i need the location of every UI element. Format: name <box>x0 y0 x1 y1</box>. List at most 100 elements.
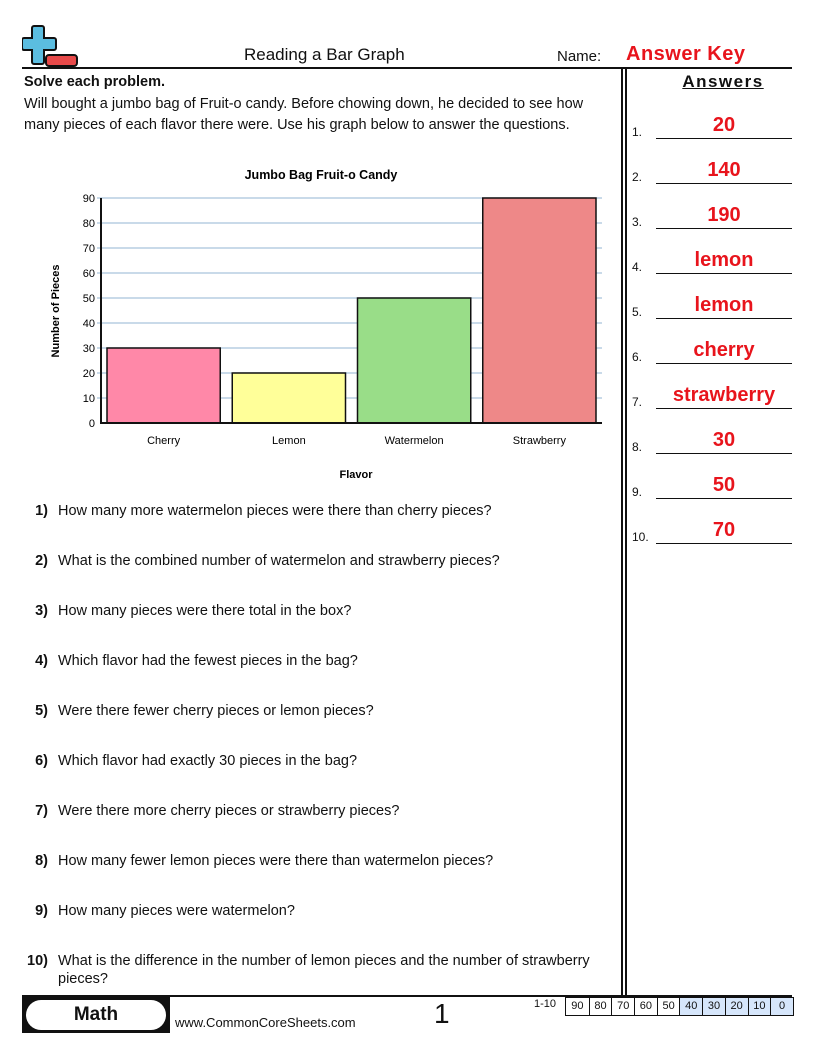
answer-value: cherry <box>693 339 755 361</box>
answer-row-5: 5. lemon <box>632 289 792 319</box>
bar-chart: Jumbo Bag Fruit-o Candy 0 10 20 30 40 50 60 70 8… <box>50 168 602 481</box>
score-cell: 80 <box>588 998 612 1015</box>
answer-line <box>656 543 792 544</box>
question-number: 7) <box>35 803 48 819</box>
score-cell: 50 <box>656 998 680 1015</box>
x-tick-label: Cherry <box>147 435 181 447</box>
answer-number: 3. <box>632 215 643 229</box>
answer-row-2: 2. 140 <box>632 154 792 184</box>
question-text: What is the difference in the number of … <box>58 953 590 987</box>
answer-row-10: 10. 70 <box>632 514 792 544</box>
question-number: 9) <box>35 903 48 919</box>
answer-value: 50 <box>712 474 736 496</box>
y-tick-label: 30 <box>83 343 95 355</box>
question-text: Which flavor had exactly 30 pieces in th… <box>58 753 358 769</box>
answer-value: 70 <box>712 519 736 541</box>
y-tick-label: 90 <box>83 193 95 205</box>
answer-number: 9. <box>632 485 643 499</box>
answer-number: 4. <box>632 260 643 274</box>
question-number: 3) <box>35 603 48 619</box>
y-tick-label: 40 <box>83 318 95 330</box>
answer-number: 6. <box>632 350 643 364</box>
question-text: How many pieces were there total in the … <box>58 603 352 619</box>
answer-value: strawberry <box>672 384 776 406</box>
question-text: What is the combined number of watermelo… <box>58 553 500 569</box>
score-cell: 30 <box>702 998 725 1015</box>
y-tick-label: 0 <box>89 418 95 430</box>
question-7: 7) Were there more cherry pieces or straw… <box>22 802 612 820</box>
question-text: How many fewer lemon pieces were there t… <box>58 853 494 869</box>
subject-badge: Math <box>22 997 170 1033</box>
question-text: Were there fewer cherry pieces or lemon … <box>58 703 374 719</box>
answer-line <box>656 138 792 139</box>
y-tick-label: 60 <box>83 268 95 280</box>
chart-title: Jumbo Bag Fruit-o Candy <box>245 168 398 182</box>
y-tick-label: 80 <box>83 218 95 230</box>
score-cell: 10 <box>747 998 771 1015</box>
answer-row-1: 1. 20 <box>632 109 792 139</box>
answer-row-4: 4. lemon <box>632 244 792 274</box>
logo-plus-minus-icon <box>22 25 78 67</box>
answer-value: 30 <box>712 429 736 451</box>
score-cell: 90 <box>571 1000 584 1012</box>
subject-label: Math <box>26 1000 166 1030</box>
score-cell: 0 <box>770 998 793 1015</box>
name-value: Answer Key <box>626 43 746 65</box>
name-label: Name: <box>557 48 602 65</box>
y-tick-label: 70 <box>83 243 95 255</box>
question-text: How many more watermelon pieces were the… <box>58 503 492 519</box>
question-number: 2) <box>35 553 48 569</box>
y-axis-label: Number of Pieces <box>50 265 62 358</box>
worksheet-title: Reading a Bar Graph <box>244 45 405 64</box>
column-divider <box>625 69 627 996</box>
x-axis-label: Flavor <box>339 469 373 481</box>
answer-value: lemon <box>694 294 754 316</box>
answer-number: 5. <box>632 305 643 319</box>
instructions-body: Will bought a jumbo bag of Fruit-o candy… <box>24 95 584 134</box>
answer-value: 140 <box>707 159 741 181</box>
question-text: Which flavor had the fewest pieces in th… <box>58 653 358 669</box>
bar-lemon <box>231 372 347 424</box>
score-cell: 40 <box>679 998 703 1015</box>
footer-divider <box>22 995 792 997</box>
question-9: 9) How many pieces were watermelon? <box>22 902 612 920</box>
answer-line <box>656 498 792 499</box>
question-number: 6) <box>35 753 48 769</box>
question-number: 1) <box>35 503 48 519</box>
bar-strawberry <box>482 197 597 424</box>
website-link[interactable]: www.CommonCoreSheets.com <box>175 1015 356 1030</box>
bar-watermelon <box>356 297 472 424</box>
question-4: 4) Which flavor had the fewest pieces in … <box>22 652 612 670</box>
answer-row-3: 3. 190 <box>632 199 792 229</box>
question-number: 10) <box>27 953 48 969</box>
y-tick-label: 50 <box>83 293 95 305</box>
answers-title: Answers <box>626 72 816 92</box>
x-tick-label: Strawberry <box>513 435 567 447</box>
score-cell: 70 <box>611 998 634 1015</box>
answer-number: 7. <box>632 395 643 409</box>
answer-row-7: 7. strawberry <box>632 379 792 409</box>
question-5: 5) Were there fewer cherry pieces or lemo… <box>22 702 612 720</box>
answer-row-9: 9. 50 <box>632 469 792 499</box>
y-tick-label: 20 <box>83 368 95 380</box>
answer-row-8: 8. 30 <box>632 424 792 454</box>
header-divider <box>22 67 792 69</box>
question-2: 2) What is the combined number of waterme… <box>22 552 612 570</box>
score-cell: 20 <box>724 998 748 1015</box>
question-8: 8) How many fewer lemon pieces were there… <box>22 852 612 870</box>
question-number: 4) <box>35 653 48 669</box>
question-6: 6) Which flavor had exactly 30 pieces in … <box>22 752 612 770</box>
answer-line <box>656 228 792 229</box>
question-10: 10) What is the difference in the number … <box>22 952 612 988</box>
instructions-heading: Solve each problem. <box>24 74 166 90</box>
answer-line <box>656 318 792 319</box>
answer-line <box>656 273 792 274</box>
bar-cherry <box>106 347 221 424</box>
answer-line <box>656 183 792 184</box>
question-text: Were there more cherry pieces or strawbe… <box>58 803 400 819</box>
answer-value: lemon <box>694 249 754 271</box>
question-1: 1) How many more watermelon pieces were t… <box>22 502 612 520</box>
page-number: 1 <box>434 998 450 1029</box>
answer-value: 190 <box>707 204 741 226</box>
answer-line <box>656 363 792 364</box>
